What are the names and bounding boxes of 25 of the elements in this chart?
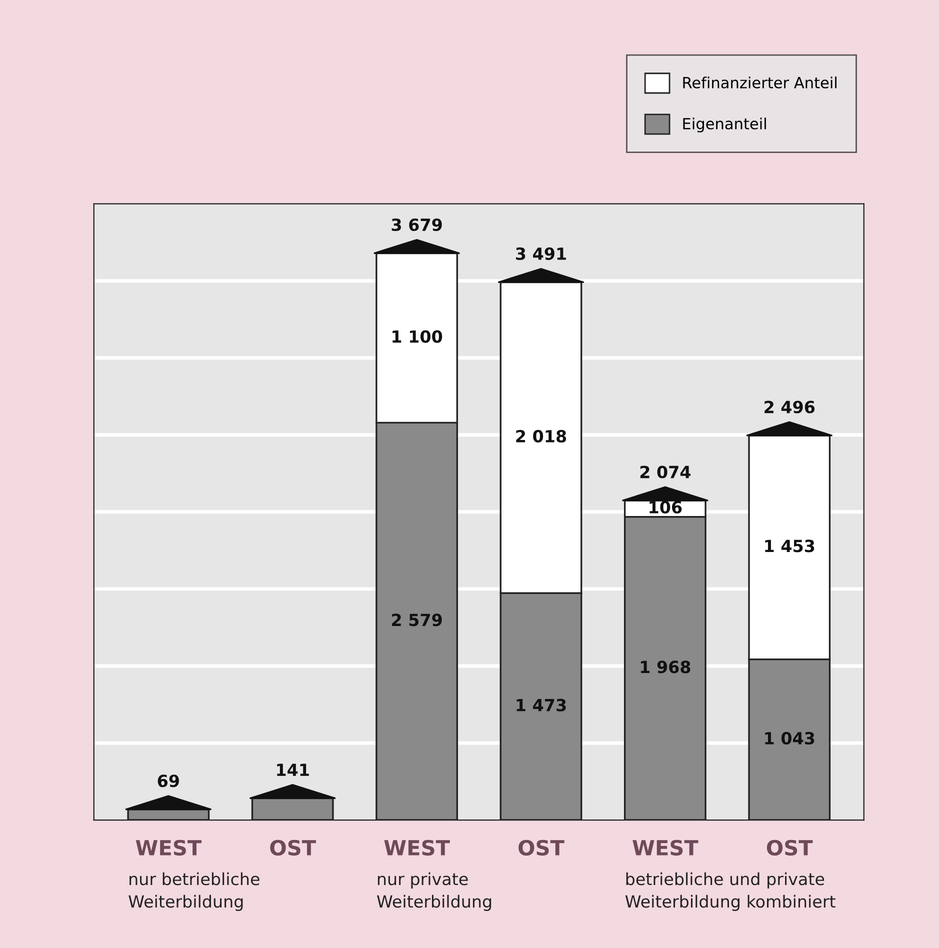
text: nur betriebliche Weiterbildung bbox=[128, 872, 260, 911]
total-label: 2 496 bbox=[764, 400, 815, 414]
x-tick-label: OST bbox=[766, 840, 813, 856]
total-label: 69 bbox=[158, 774, 179, 788]
x-tick-label: OST bbox=[270, 840, 316, 856]
legend-label: Eigenanteil bbox=[683, 118, 766, 132]
data-label: 1 968 bbox=[640, 660, 690, 674]
x-tick-label: WEST bbox=[136, 840, 202, 856]
total-label: 3 491 bbox=[516, 247, 566, 260]
text: nur private Weiterbildung bbox=[376, 872, 492, 911]
x-tick-label: WEST bbox=[384, 840, 450, 856]
data-label: 1 100 bbox=[392, 330, 442, 343]
data-label: 1 473 bbox=[516, 698, 566, 712]
legend-label: Refinanzierter Anteil bbox=[683, 76, 836, 88]
data-label: 1 453 bbox=[765, 540, 814, 552]
total-label: 3 679 bbox=[392, 218, 442, 232]
x-tick-label: OST bbox=[518, 840, 564, 856]
data-label: 2 018 bbox=[516, 430, 566, 443]
total-label: 141 bbox=[277, 764, 309, 776]
data-label: 2 579 bbox=[392, 614, 442, 626]
data-label: 106 bbox=[650, 500, 682, 514]
data-label: 1 043 bbox=[765, 732, 814, 745]
x-tick-label: WEST bbox=[632, 840, 698, 856]
total-label: 2 074 bbox=[640, 466, 691, 478]
text: betriebliche und private Weiterbildung kombiniert bbox=[625, 872, 836, 911]
